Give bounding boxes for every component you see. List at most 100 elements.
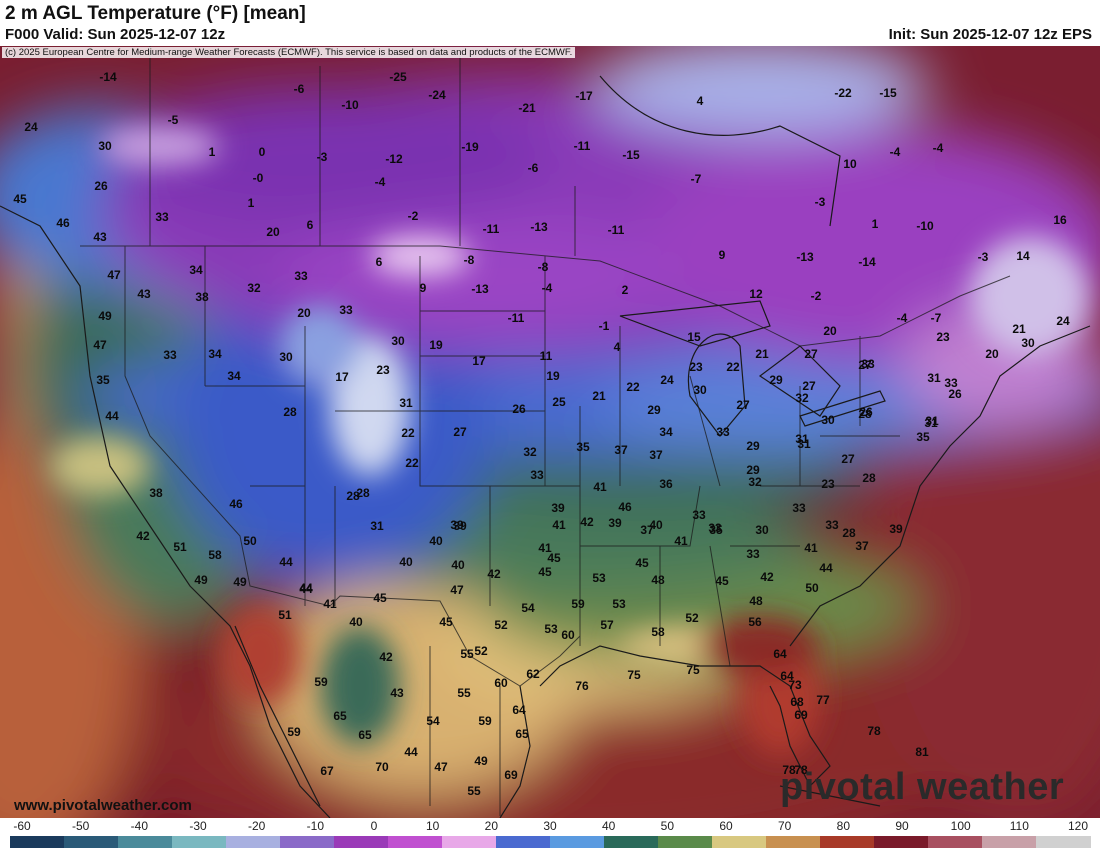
- temperature-label: -0: [253, 171, 264, 185]
- colorbar-segment: [982, 836, 1037, 848]
- temperature-label: 22: [626, 380, 640, 394]
- temperature-label: 44: [404, 745, 418, 759]
- temperature-label: -14: [99, 70, 117, 84]
- temperature-label: 51: [173, 540, 187, 554]
- temperature-label: 24: [24, 120, 38, 134]
- temperature-label: -25: [389, 70, 407, 84]
- temperature-label: -19: [461, 140, 479, 154]
- temperature-label: 47: [93, 338, 107, 352]
- temperature-label: 33: [944, 376, 958, 390]
- colorbar-tick-label: 0: [370, 819, 378, 833]
- colorbar-segment: [658, 836, 713, 848]
- temperature-label: 50: [243, 534, 257, 548]
- temperature-label: -2: [408, 209, 419, 223]
- temperature-label: 42: [760, 570, 774, 584]
- temperature-label: 70: [375, 760, 389, 774]
- colorbar-segment: [604, 836, 659, 848]
- temperature-label: 37: [640, 523, 654, 537]
- temperature-label: 34: [227, 369, 241, 383]
- temperature-label: 21: [1012, 322, 1026, 336]
- temperature-label: 19: [429, 338, 443, 352]
- temperature-label: 30: [821, 413, 835, 427]
- colorbar-tick-label: 70: [777, 819, 792, 833]
- temperature-label: 41: [593, 480, 607, 494]
- temperature-label: 10: [843, 157, 857, 171]
- colorbar-tick-label: 120: [1067, 819, 1089, 833]
- temperature-label: 37: [614, 443, 628, 457]
- colorbar-tick-label: 30: [543, 819, 557, 833]
- temperature-label: 28: [356, 486, 370, 500]
- colorbar-tick-label: -20: [247, 819, 266, 833]
- ecmwf-credit: (c) 2025 European Centre for Medium-rang…: [2, 47, 576, 58]
- temperature-label: -12: [385, 152, 403, 166]
- colorbar-segment: [766, 836, 821, 848]
- temperature-label: 36: [659, 477, 673, 491]
- temperature-label: 2: [622, 283, 629, 297]
- temperature-label: 54: [426, 714, 440, 728]
- temperature-label: 21: [755, 347, 769, 361]
- colorbar-segment: [334, 836, 389, 848]
- temperature-label: 25: [552, 395, 566, 409]
- temperature-label: -10: [341, 98, 359, 112]
- temperature-label: 42: [136, 529, 150, 543]
- temperature-label: -24: [428, 88, 446, 102]
- temperature-label: 59: [314, 675, 328, 689]
- temperature-label: 37: [649, 448, 663, 462]
- colorbar: -60 -50 -40 -30 -20 -10 0 10 20 30 40 50 60 70 80 90 100…: [0, 818, 1100, 850]
- temperature-label: 53: [544, 622, 558, 636]
- temperature-label: 24: [1056, 314, 1070, 328]
- temperature-label: 31: [927, 371, 941, 385]
- temperature-label: 73: [788, 678, 802, 692]
- temperature-label: 9: [420, 281, 427, 295]
- temperature-label: 47: [107, 268, 121, 282]
- brand-logo-text: pivotal weather: [780, 766, 1065, 808]
- temperature-label: 46: [229, 497, 243, 511]
- temperature-label: 69: [794, 708, 808, 722]
- temperature-label: 35: [96, 373, 110, 387]
- temperature-label: 62: [526, 667, 540, 681]
- colorbar-segment: [1036, 836, 1091, 848]
- temperature-label: 34: [659, 425, 673, 439]
- temperature-label: 32: [247, 281, 261, 295]
- temperature-label: -11: [508, 311, 525, 325]
- temperature-label: 64: [780, 669, 794, 683]
- temperature-label: 35: [916, 430, 930, 444]
- temperature-map[interactable]: -14 -25 -6 -24 -17 -22 -15 24 -5 -10 -21 4 30 1 0 -3 -12…: [0, 46, 1100, 818]
- colorbar-tick-label: -30: [189, 819, 207, 833]
- colorbar-segment: [712, 836, 767, 848]
- temperature-label: 78: [782, 763, 796, 777]
- temperature-label: 30: [279, 350, 293, 364]
- site-url[interactable]: www.pivotalweather.com: [14, 797, 192, 814]
- temperature-label: 42: [580, 515, 594, 529]
- temperature-label: -6: [528, 161, 539, 175]
- temperature-label: 27: [802, 379, 816, 393]
- temperature-label: -4: [933, 141, 944, 155]
- colorbar-tick-label: -10: [306, 819, 324, 833]
- colorbar-segment: [496, 836, 551, 848]
- temperature-label: 24: [660, 373, 674, 387]
- temperature-label: 31: [399, 396, 413, 410]
- colorbar-tick-label: 50: [660, 819, 675, 833]
- temperature-label: 28: [346, 489, 360, 503]
- temperature-label: 22: [405, 456, 419, 470]
- temperature-label: -4: [897, 311, 908, 325]
- colorbar-segment: [388, 836, 443, 848]
- temperature-label: 33: [163, 348, 177, 362]
- temperature-label: 52: [494, 618, 508, 632]
- temperature-label: 26: [94, 179, 108, 193]
- colorbar-segment: [226, 836, 281, 848]
- temperature-label: 39: [453, 519, 467, 533]
- temperature-label: -13: [796, 250, 814, 264]
- temperature-label: 65: [358, 728, 372, 742]
- colorbar-tick-label: 20: [484, 819, 499, 833]
- temperature-label: 29: [647, 403, 661, 417]
- temperature-label: 45: [538, 565, 552, 579]
- temperature-label: 31: [795, 432, 809, 446]
- temperature-label: 45: [547, 551, 561, 565]
- temperature-label: 69: [504, 768, 518, 782]
- temperature-label: 27: [841, 452, 855, 466]
- temperature-label: 65: [333, 709, 347, 723]
- temperature-label: 35: [709, 523, 723, 537]
